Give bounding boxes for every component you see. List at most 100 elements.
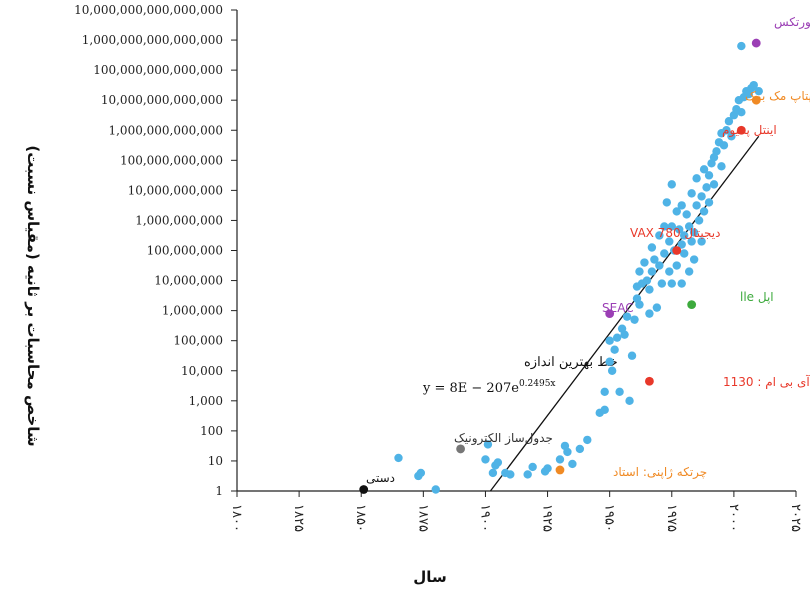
data-point bbox=[523, 470, 532, 479]
data-point bbox=[528, 462, 537, 472]
annotation-label: اینتل پنتیوم bbox=[722, 123, 777, 138]
data-point bbox=[680, 249, 689, 258]
data-point bbox=[394, 453, 403, 463]
y-tick-label: 10,000,000 bbox=[154, 274, 223, 288]
y-tick-label: 100,000 bbox=[173, 334, 223, 348]
y-tick-label: 100,000,000,000,000 bbox=[93, 63, 223, 77]
y-tick-label: 1,000 bbox=[189, 394, 223, 408]
data-point bbox=[645, 285, 654, 294]
data-point bbox=[699, 207, 709, 216]
data-point bbox=[645, 309, 654, 318]
data-point bbox=[607, 366, 617, 375]
annotation-point bbox=[605, 309, 615, 319]
data-point bbox=[610, 345, 619, 354]
x-tick-label: ۱۸۷۵ bbox=[415, 504, 430, 532]
annotation-label: لپتاپ مک بوک bbox=[745, 89, 810, 104]
data-point bbox=[622, 312, 632, 321]
y-tick-label: 10,000 bbox=[181, 364, 223, 378]
data-point bbox=[749, 80, 758, 90]
y-tick-label: 10,000,000,000 bbox=[128, 183, 223, 197]
annotation-label: آی بی ام : 1130 bbox=[723, 374, 810, 389]
y-tick-label: 1,000,000,000,000,000 bbox=[82, 33, 223, 47]
data-point bbox=[605, 336, 614, 345]
annotation-point bbox=[751, 38, 761, 48]
data-point bbox=[647, 243, 657, 252]
data-point bbox=[704, 171, 714, 180]
data-point bbox=[722, 126, 731, 135]
data-point bbox=[709, 180, 719, 189]
data-point bbox=[689, 228, 699, 237]
data-point bbox=[575, 444, 585, 454]
data-point bbox=[672, 207, 681, 216]
data-point bbox=[642, 276, 652, 285]
data-point bbox=[675, 225, 684, 234]
data-point bbox=[563, 447, 572, 457]
data-point bbox=[612, 333, 622, 342]
data-point bbox=[483, 440, 493, 449]
annotation-point bbox=[555, 465, 565, 475]
annotation-point bbox=[751, 95, 761, 105]
y-tick-label: 100,000,000 bbox=[147, 244, 223, 258]
x-axis-title: سال bbox=[413, 568, 446, 586]
data-point bbox=[615, 387, 624, 396]
data-point bbox=[697, 237, 706, 246]
data-point bbox=[635, 267, 644, 276]
y-tick-label: 1 bbox=[215, 484, 223, 498]
annotations: دستی جدول‌ساز الکترونیک چرتکه ژاپنی: استاد… bbox=[359, 15, 810, 494]
data-point bbox=[657, 279, 667, 288]
data-point bbox=[667, 222, 676, 231]
x-tick-label: ۱۹۵۰ bbox=[602, 504, 617, 532]
data-point bbox=[625, 396, 634, 406]
data-point bbox=[605, 357, 614, 366]
y-tick-label: 10,000,000,000,000,000 bbox=[74, 3, 223, 17]
best-fit-label: خط بهترین اندازه bbox=[524, 355, 618, 370]
data-point bbox=[689, 255, 699, 264]
data-point bbox=[583, 435, 592, 445]
data-point bbox=[704, 198, 714, 207]
annotation-point bbox=[672, 246, 682, 255]
y-tick-label: 10,000,000,000,000 bbox=[101, 93, 223, 107]
data-point bbox=[640, 258, 649, 267]
data-point bbox=[737, 41, 746, 51]
data-point bbox=[672, 261, 681, 270]
y-axis-title: شاخص محاسبات بر ثانیه (مقیاس نسبت) bbox=[24, 145, 42, 446]
data-point bbox=[506, 470, 515, 479]
annotation-label: سیکورتکس bbox=[774, 15, 810, 30]
x-tick-label: ۱۸۲۵ bbox=[291, 504, 306, 532]
data-point bbox=[600, 387, 609, 396]
data-point bbox=[687, 237, 696, 246]
data-point bbox=[680, 231, 689, 240]
data-point bbox=[677, 201, 686, 210]
data-point bbox=[665, 267, 674, 276]
data-point bbox=[647, 267, 657, 276]
data-point bbox=[568, 459, 577, 469]
data-point bbox=[635, 300, 644, 309]
data-point bbox=[493, 458, 503, 467]
data-point bbox=[655, 261, 664, 270]
y-tick-label: 10 bbox=[208, 454, 223, 468]
data-point bbox=[692, 174, 701, 183]
data-point bbox=[694, 216, 704, 225]
data-point bbox=[660, 222, 669, 231]
data-point bbox=[630, 315, 639, 324]
data-point bbox=[727, 132, 736, 141]
data-point bbox=[620, 330, 629, 339]
data-point bbox=[692, 201, 701, 210]
y-tick-label: 1,000,000,000,000 bbox=[108, 123, 223, 137]
data-point bbox=[687, 189, 696, 198]
data-point bbox=[682, 210, 691, 219]
data-point bbox=[652, 303, 662, 312]
data-point bbox=[665, 237, 674, 246]
x-tick-label: ۲۰۰۰ bbox=[726, 504, 741, 532]
annotation-label: دستی bbox=[366, 471, 395, 485]
annotation-point bbox=[645, 376, 654, 386]
data-point bbox=[655, 231, 664, 240]
data-point bbox=[543, 464, 552, 473]
data-point bbox=[600, 405, 609, 415]
x-tick-label: ۱۹۰۰ bbox=[477, 504, 492, 532]
annotation-label: جدول‌ساز الکترونیک bbox=[454, 431, 553, 446]
data-point bbox=[667, 279, 676, 288]
annotation-label: دیجیتال VAX 780 bbox=[630, 226, 720, 240]
data-point bbox=[724, 117, 734, 126]
